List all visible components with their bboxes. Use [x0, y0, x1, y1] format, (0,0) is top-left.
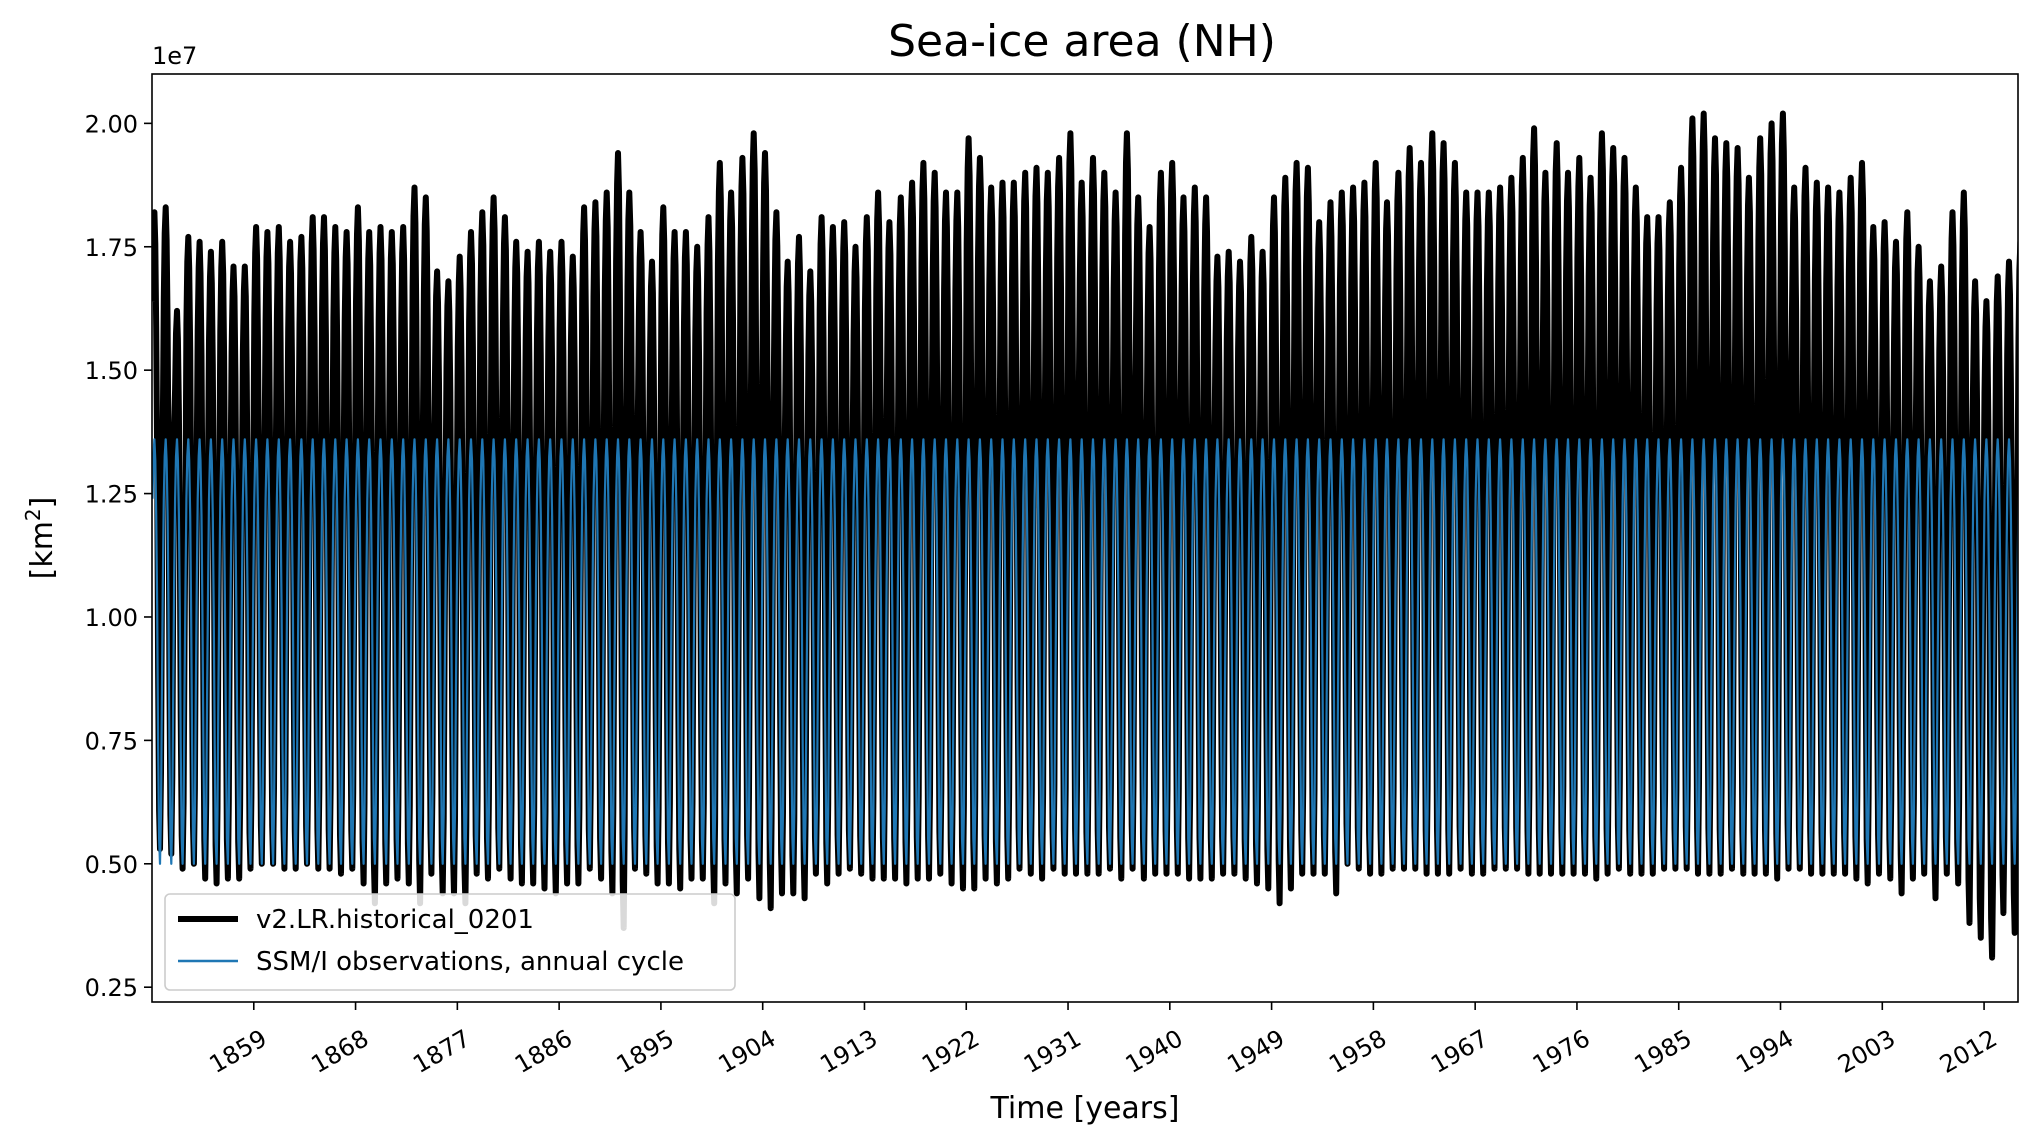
series-line-observations — [152, 438, 2018, 865]
y-axis-label-sup: 2 — [21, 508, 45, 521]
y-tick-label: 1.25 — [85, 481, 138, 509]
y-tick-label: 1.50 — [85, 357, 138, 385]
y-axis-label-close: ] — [25, 497, 60, 509]
legend: v2.LR.historical_0201 SSM/I observations… — [164, 893, 736, 991]
x-axis-label: Time [years] — [990, 1091, 1180, 1126]
y-axis-label-main: [km — [25, 521, 60, 579]
chart-title: Sea-ice area (NH) — [888, 16, 1276, 67]
y-offset-text: 1e7 — [152, 42, 197, 70]
y-tick-label: 1.00 — [85, 604, 138, 632]
legend-box — [164, 893, 736, 991]
y-tick-label: 2.00 — [85, 110, 138, 138]
y-tick-label: 0.25 — [85, 974, 138, 1002]
y-tick-label: 0.75 — [85, 727, 138, 755]
y-axis: 0.25 0.50 0.75 1.00 1.25 1.50 1.75 2.00 — [85, 110, 152, 1002]
y-axis-label: [km2] — [21, 497, 60, 580]
y-tick-label: 0.50 — [85, 851, 138, 879]
series-layer — [152, 110, 2018, 961]
plot-frame — [151, 73, 2019, 1003]
y-tick-label: 1.75 — [85, 234, 138, 262]
legend-label-observations: SSM/I observations, annual cycle — [256, 947, 684, 977]
legend-label-model: v2.LR.historical_0201 — [256, 905, 534, 935]
